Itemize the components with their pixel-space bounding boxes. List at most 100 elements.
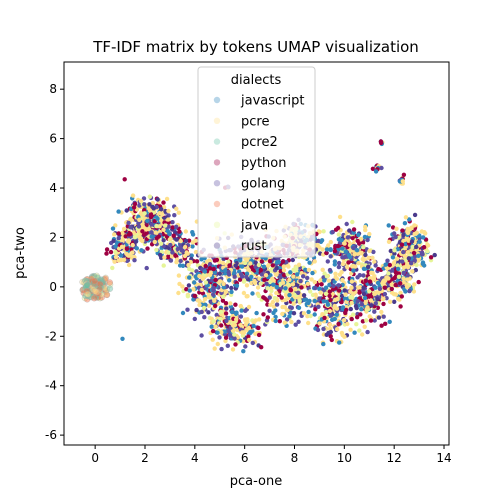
scatter-point bbox=[108, 249, 114, 255]
legend-marker bbox=[213, 117, 221, 125]
scatter-point bbox=[390, 225, 396, 230]
scatter-point bbox=[183, 244, 188, 250]
scatter-point bbox=[324, 250, 329, 256]
legend-marker bbox=[213, 242, 221, 249]
scatter-point bbox=[421, 245, 427, 250]
scatter-point bbox=[303, 267, 308, 272]
scatter-point bbox=[329, 337, 334, 343]
scatter-point bbox=[132, 258, 137, 263]
scatter-point bbox=[132, 201, 138, 207]
scatter-point bbox=[382, 291, 388, 297]
scatter-point bbox=[155, 216, 160, 221]
scatter-point bbox=[395, 263, 400, 268]
scatter-point bbox=[365, 329, 370, 335]
scatter-point bbox=[398, 281, 403, 286]
scatter-point bbox=[334, 306, 340, 311]
scatter-point bbox=[212, 346, 217, 351]
y-axis-label: pca-two bbox=[13, 227, 28, 279]
scatter-point bbox=[152, 219, 157, 224]
scatter-point bbox=[389, 282, 394, 287]
scatter-point bbox=[323, 285, 329, 290]
scatter-point bbox=[373, 285, 378, 290]
scatter-point bbox=[195, 298, 200, 303]
scatter-point bbox=[259, 272, 265, 277]
scatter-point bbox=[103, 291, 111, 299]
scatter-point bbox=[305, 281, 311, 286]
scatter-point bbox=[309, 277, 314, 282]
scatter-point bbox=[240, 274, 245, 279]
y-axis: -6 -4 -2 0 2 4 6 8 bbox=[45, 82, 64, 442]
scatter-point bbox=[215, 330, 220, 335]
scatter-point bbox=[320, 247, 325, 252]
scatter-point bbox=[336, 232, 341, 237]
scatter-point bbox=[197, 302, 202, 308]
scatter-point bbox=[313, 307, 318, 312]
scatter-point bbox=[126, 232, 132, 237]
scatter-point bbox=[320, 312, 325, 317]
scatter-point bbox=[337, 340, 342, 345]
scatter-point bbox=[180, 284, 185, 289]
scatter-point bbox=[256, 262, 262, 268]
scatter-point bbox=[223, 301, 229, 306]
legend-label: golang bbox=[241, 177, 285, 192]
scatter-point bbox=[168, 236, 173, 241]
scatter-point bbox=[359, 307, 364, 312]
scatter-point bbox=[327, 322, 333, 327]
scatter-point bbox=[246, 337, 252, 343]
scatter-point bbox=[229, 309, 235, 315]
scatter-point bbox=[183, 238, 189, 244]
scatter-point bbox=[201, 305, 207, 311]
scatter-point bbox=[244, 283, 250, 288]
scatter-point bbox=[178, 258, 183, 264]
scatter-point bbox=[321, 229, 326, 234]
scatter-point bbox=[137, 203, 142, 208]
scatter-point bbox=[376, 266, 381, 272]
scatter-point bbox=[250, 340, 255, 346]
scatter-point bbox=[223, 338, 228, 344]
scatter-point bbox=[121, 226, 127, 232]
scatter-point bbox=[90, 280, 97, 287]
scatter-point bbox=[315, 242, 320, 248]
y-tick-label: 4 bbox=[49, 181, 57, 195]
scatter-point bbox=[363, 252, 368, 258]
scatter-point bbox=[212, 298, 217, 303]
scatter-point bbox=[144, 227, 149, 232]
scatter-point bbox=[233, 311, 239, 316]
scatter-point bbox=[362, 234, 368, 240]
scatter-point bbox=[385, 258, 390, 263]
scatter-point bbox=[336, 288, 342, 293]
scatter-point bbox=[367, 314, 372, 319]
scatter-point bbox=[166, 250, 171, 255]
scatter-point bbox=[321, 341, 326, 347]
scatter-point bbox=[327, 289, 332, 294]
scatter-point bbox=[368, 276, 373, 281]
scatter-point bbox=[284, 317, 290, 322]
scatter-point bbox=[211, 319, 216, 324]
scatter-point bbox=[287, 292, 292, 298]
legend-frame bbox=[197, 66, 316, 258]
scatter-point bbox=[150, 200, 155, 206]
scatter-point bbox=[396, 274, 402, 279]
scatter-point bbox=[170, 225, 175, 230]
scatter-point bbox=[308, 313, 313, 319]
scatter-point bbox=[145, 218, 150, 224]
scatter-point bbox=[186, 283, 192, 288]
scatter-point bbox=[365, 237, 370, 243]
scatter-point bbox=[273, 314, 278, 320]
scatter-point bbox=[328, 239, 333, 245]
scatter-point bbox=[232, 274, 237, 279]
scatter-point bbox=[161, 263, 166, 268]
scatter-point bbox=[414, 244, 419, 250]
scatter-point bbox=[139, 248, 144, 253]
scatter-point bbox=[328, 297, 333, 303]
scatter-point bbox=[267, 295, 272, 300]
scatter-point bbox=[339, 330, 345, 336]
scatter-point bbox=[288, 270, 293, 275]
scatter-point bbox=[273, 308, 278, 313]
scatter-point bbox=[220, 298, 226, 303]
scatter-point bbox=[372, 309, 377, 314]
scatter-point bbox=[317, 321, 322, 326]
scatter-point bbox=[387, 262, 392, 268]
scatter-point bbox=[421, 235, 426, 240]
